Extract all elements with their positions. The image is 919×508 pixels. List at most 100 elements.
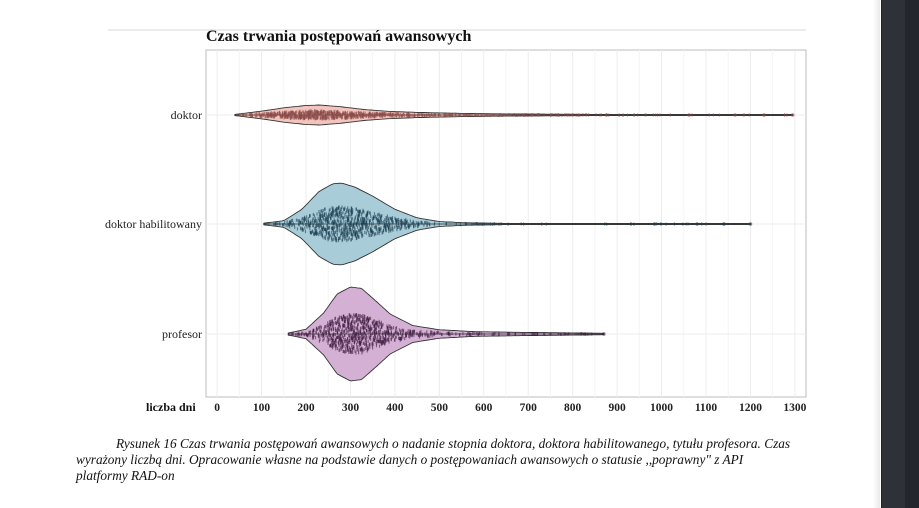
- data-point: [334, 114, 336, 118]
- data-point: [366, 227, 368, 231]
- viewer-scrollbar-rail[interactable]: [881, 0, 919, 508]
- data-point: [348, 322, 350, 326]
- data-point: [372, 322, 374, 326]
- scrollbar-track[interactable]: [905, 0, 919, 508]
- data-point: [504, 113, 506, 117]
- data-point: [320, 325, 323, 329]
- data-point: [347, 210, 349, 214]
- data-point: [328, 117, 330, 121]
- data-point: [406, 219, 408, 223]
- data-point: [346, 344, 348, 348]
- data-point: [323, 329, 325, 333]
- data-point: [384, 226, 386, 230]
- data-point: [786, 113, 788, 117]
- x-tick-label: 600: [475, 402, 493, 414]
- data-point: [645, 113, 647, 117]
- data-point: [322, 110, 324, 114]
- data-point: [291, 114, 293, 118]
- data-point: [285, 114, 287, 118]
- data-point: [446, 113, 448, 117]
- data-point: [314, 219, 317, 223]
- data-point: [278, 111, 280, 115]
- data-point: [344, 333, 346, 337]
- data-point: [378, 339, 380, 343]
- data-point: [365, 226, 367, 230]
- data-point: [285, 115, 287, 119]
- data-point: [360, 339, 363, 343]
- data-point: [359, 220, 361, 224]
- data-point: [334, 341, 336, 345]
- data-point: [392, 228, 394, 232]
- data-point: [491, 113, 493, 117]
- data-point: [362, 115, 365, 119]
- data-point: [401, 218, 403, 222]
- data-point: [365, 114, 367, 118]
- data-point: [484, 113, 487, 117]
- data-point: [341, 205, 343, 209]
- data-point: [426, 223, 428, 227]
- data-point: [415, 223, 417, 228]
- data-point: [348, 212, 350, 216]
- data-point: [336, 228, 339, 232]
- data-point: [344, 224, 346, 228]
- data-point: [346, 209, 348, 213]
- data-point: [343, 225, 345, 229]
- data-point: [400, 223, 402, 227]
- data-point: [595, 113, 597, 117]
- data-point: [353, 338, 355, 343]
- data-point: [375, 344, 378, 348]
- data-point: [558, 113, 560, 117]
- data-point: [376, 213, 379, 217]
- data-point: [364, 342, 366, 346]
- data-point: [283, 116, 285, 120]
- data-point: [354, 320, 356, 324]
- data-point: [391, 224, 393, 228]
- data-point: [405, 221, 407, 225]
- data-point: [363, 320, 365, 324]
- data-point: [306, 225, 308, 229]
- data-point: [423, 113, 425, 117]
- data-point: [321, 227, 323, 232]
- data-point: [314, 227, 316, 231]
- data-point: [351, 210, 353, 215]
- data-point: [347, 229, 349, 234]
- data-point: [368, 233, 370, 237]
- data-point: [403, 218, 406, 223]
- data-point: [300, 221, 302, 225]
- data-point: [423, 223, 425, 227]
- data-point: [380, 342, 382, 346]
- data-point: [410, 333, 412, 338]
- data-point: [334, 209, 336, 213]
- data-point: [307, 223, 309, 227]
- data-point: [316, 222, 318, 226]
- data-point: [386, 223, 388, 227]
- data-point: [356, 221, 358, 225]
- data-point: [346, 234, 348, 238]
- data-point: [327, 214, 329, 218]
- x-tick-label: 0: [214, 402, 220, 414]
- data-point: [333, 334, 335, 339]
- data-point: [346, 114, 348, 118]
- data-point: [335, 110, 338, 114]
- data-point: [371, 232, 373, 237]
- data-point: [343, 316, 345, 320]
- data-point: [498, 222, 500, 226]
- data-point: [618, 113, 620, 117]
- data-point: [348, 318, 350, 322]
- data-point: [438, 112, 441, 117]
- data-point: [366, 224, 368, 229]
- data-point: [380, 112, 382, 116]
- data-point: [286, 115, 288, 119]
- data-point: [383, 113, 386, 117]
- data-point: [364, 338, 366, 342]
- data-point: [319, 337, 321, 342]
- data-point: [284, 220, 286, 225]
- data-point: [580, 332, 582, 336]
- data-point: [568, 332, 570, 336]
- data-point: [364, 320, 366, 324]
- data-point: [397, 217, 400, 222]
- data-point: [418, 335, 421, 339]
- data-point: [357, 348, 359, 352]
- data-point: [682, 222, 684, 226]
- data-point: [390, 217, 392, 221]
